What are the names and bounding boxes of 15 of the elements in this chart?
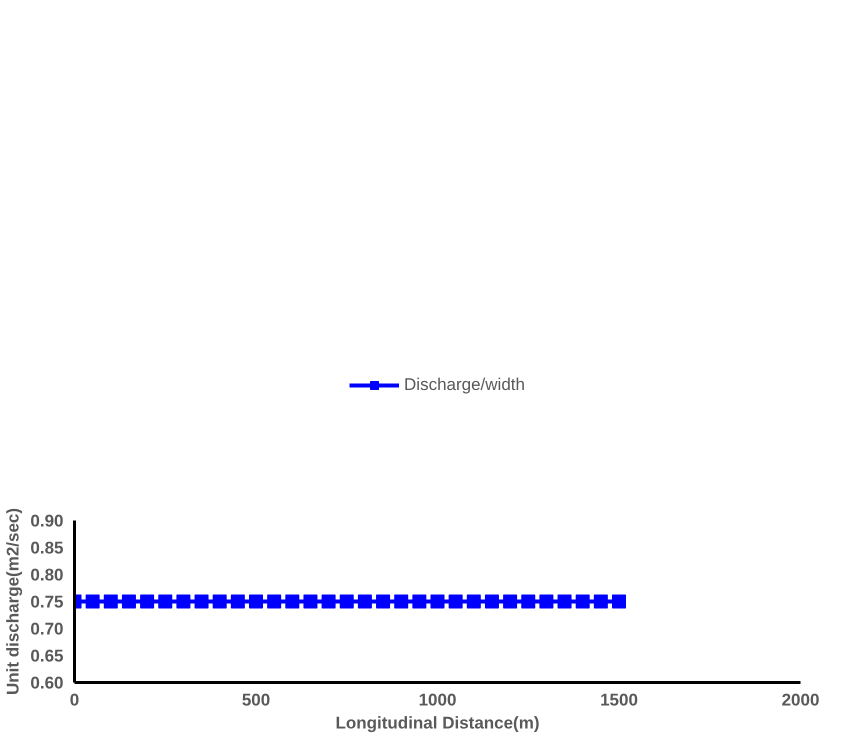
y-tick-label: 0.60 [30, 674, 64, 692]
y-axis-title: Unit discharge(m2/sec) [3, 508, 22, 696]
x-tick-label: 1000 [418, 690, 456, 710]
y-tick-label: 0.70 [30, 620, 64, 638]
x-tick-label: 0 [70, 690, 80, 710]
y-tick-label: 0.65 [30, 646, 64, 666]
y-tick-label: 0.75 [30, 592, 64, 612]
legend-label: Discharge/width [404, 375, 525, 395]
x-tick-label: 2000 [782, 690, 820, 710]
y-tick-label: 0.85 [30, 538, 64, 558]
x-tick-label: 500 [242, 690, 270, 710]
y-tick-label: 0.80 [30, 566, 64, 584]
x-tick-label: 1500 [600, 690, 638, 710]
x-axis-title: Longitudinal Distance(m) [336, 714, 540, 732]
y-tick-label: 0.90 [30, 512, 64, 530]
